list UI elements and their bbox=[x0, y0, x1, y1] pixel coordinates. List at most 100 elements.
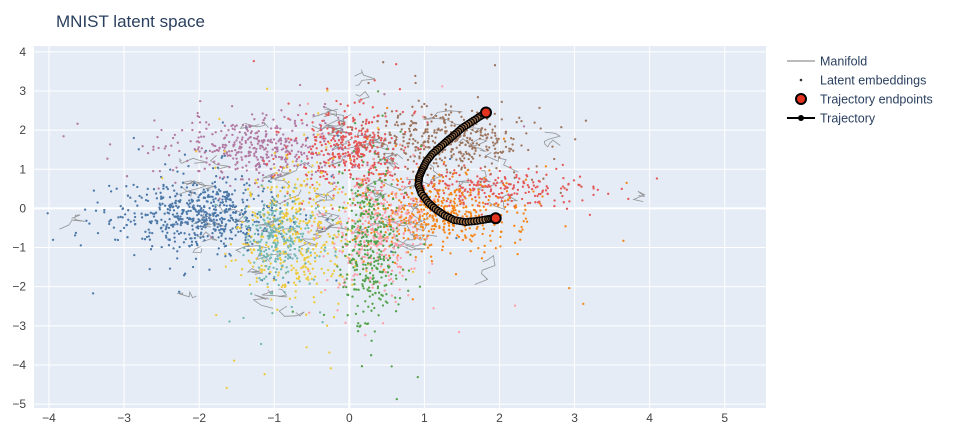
embedding-point bbox=[297, 249, 301, 252]
embedding-point bbox=[395, 234, 398, 237]
embedding-point bbox=[477, 190, 480, 194]
embedding-point bbox=[304, 222, 308, 225]
embedding-point bbox=[196, 204, 199, 207]
embedding-point bbox=[294, 283, 297, 287]
embedding-point bbox=[584, 119, 588, 122]
embedding-point bbox=[202, 209, 205, 212]
legend-embeddings[interactable]: Latent embeddings bbox=[820, 74, 926, 88]
embedding-point bbox=[350, 253, 353, 257]
embedding-point bbox=[277, 232, 281, 235]
embedding-point bbox=[225, 207, 228, 211]
embedding-point bbox=[223, 245, 226, 248]
embedding-point bbox=[432, 185, 435, 188]
embedding-point bbox=[211, 190, 215, 193]
embedding-point bbox=[259, 144, 262, 147]
embedding-point bbox=[351, 283, 354, 287]
embedding-point bbox=[194, 257, 198, 260]
embedding-point bbox=[191, 265, 195, 269]
legend-trajectory[interactable]: Trajectory bbox=[820, 112, 876, 126]
embedding-point bbox=[162, 187, 165, 190]
embedding-point bbox=[277, 283, 280, 287]
embedding-point bbox=[268, 159, 271, 163]
embedding-point bbox=[268, 265, 271, 269]
embedding-point bbox=[333, 155, 336, 159]
embedding-point bbox=[483, 191, 486, 195]
embedding-point bbox=[476, 184, 479, 187]
embedding-point bbox=[360, 132, 364, 135]
embedding-point bbox=[404, 152, 408, 155]
embedding-point bbox=[151, 231, 154, 235]
embedding-point bbox=[279, 268, 283, 271]
embedding-point bbox=[168, 238, 171, 242]
embedding-point bbox=[376, 244, 379, 247]
embedding-point bbox=[328, 235, 331, 238]
embedding-point bbox=[419, 145, 423, 148]
embedding-point bbox=[380, 189, 383, 192]
embedding-point bbox=[352, 197, 355, 200]
embedding-point bbox=[234, 178, 237, 181]
embedding-point bbox=[453, 189, 456, 193]
embedding-point bbox=[486, 202, 489, 206]
embedding-point bbox=[324, 170, 327, 174]
embedding-point bbox=[136, 185, 139, 189]
embedding-point bbox=[262, 235, 265, 238]
embedding-point bbox=[232, 204, 235, 207]
embedding-point bbox=[240, 273, 243, 277]
embedding-point bbox=[275, 133, 278, 136]
embedding-point bbox=[458, 200, 461, 203]
embedding-point bbox=[116, 238, 120, 242]
embedding-point bbox=[444, 126, 447, 129]
embedding-point bbox=[303, 259, 306, 262]
embedding-point bbox=[221, 201, 224, 204]
embedding-point bbox=[326, 140, 330, 143]
embedding-point bbox=[219, 231, 222, 234]
embedding-point bbox=[478, 137, 482, 140]
embedding-point bbox=[384, 300, 387, 303]
embedding-point bbox=[369, 144, 373, 147]
embedding-point bbox=[230, 259, 233, 263]
embedding-point bbox=[343, 278, 346, 281]
embedding-point bbox=[399, 245, 402, 248]
legend-endpoints[interactable]: Trajectory endpoints bbox=[820, 93, 933, 107]
embedding-point bbox=[307, 146, 310, 149]
embedding-point bbox=[209, 219, 212, 222]
embedding-point bbox=[62, 135, 65, 138]
embedding-point bbox=[391, 159, 394, 163]
embedding-point bbox=[319, 169, 322, 173]
embedding-point bbox=[202, 235, 205, 239]
embedding-point bbox=[363, 146, 367, 149]
embedding-point bbox=[291, 240, 294, 243]
legend-manifold[interactable]: Manifold bbox=[820, 55, 867, 69]
embedding-point bbox=[349, 229, 353, 232]
embedding-point bbox=[253, 212, 257, 215]
embedding-point bbox=[401, 110, 405, 114]
embedding-point bbox=[322, 255, 325, 258]
embedding-point bbox=[244, 139, 247, 143]
embedding-point bbox=[384, 231, 387, 234]
embedding-point bbox=[175, 192, 178, 195]
embedding-point bbox=[363, 144, 366, 147]
embedding-point bbox=[320, 143, 323, 147]
embedding-point bbox=[414, 149, 417, 152]
embedding-point bbox=[289, 229, 292, 232]
manifold-path bbox=[192, 246, 203, 253]
embedding-point bbox=[317, 220, 321, 224]
embedding-point bbox=[345, 277, 348, 280]
embedding-point bbox=[264, 243, 268, 247]
legend[interactable]: Manifold Latent embeddings Trajectory en… bbox=[787, 55, 933, 126]
embedding-point bbox=[463, 134, 466, 137]
embedding-point bbox=[199, 155, 203, 158]
embedding-point bbox=[351, 238, 354, 242]
embedding-point bbox=[260, 250, 263, 253]
embedding-point bbox=[392, 167, 396, 171]
embedding-point bbox=[160, 128, 163, 132]
embedding-point bbox=[469, 160, 473, 164]
embedding-point bbox=[242, 231, 245, 235]
embedding-point bbox=[282, 147, 285, 150]
embedding-point bbox=[415, 229, 418, 232]
embedding-point bbox=[299, 238, 303, 242]
embedding-point bbox=[391, 178, 395, 182]
embedding-point bbox=[352, 150, 355, 153]
embedding-point bbox=[356, 264, 359, 268]
embedding-point bbox=[455, 194, 458, 197]
